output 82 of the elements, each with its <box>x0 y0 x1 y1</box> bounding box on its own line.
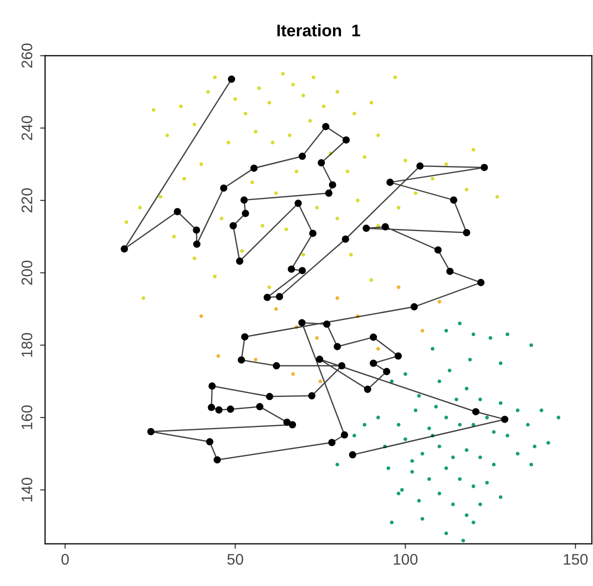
point <box>254 358 258 362</box>
point <box>393 76 397 80</box>
point <box>216 354 220 358</box>
point <box>349 252 353 257</box>
point <box>291 82 295 86</box>
point <box>335 216 340 220</box>
point <box>404 158 408 162</box>
point <box>291 372 295 376</box>
point <box>464 188 468 192</box>
point <box>420 328 424 333</box>
point <box>274 191 278 196</box>
y-tick-label: 200 <box>22 260 32 285</box>
point <box>260 224 264 228</box>
point <box>396 285 400 290</box>
point <box>312 76 316 80</box>
point <box>335 90 340 94</box>
point <box>213 76 217 80</box>
point <box>281 72 285 76</box>
point <box>444 162 448 166</box>
point <box>152 108 156 112</box>
point <box>301 94 306 98</box>
point <box>495 194 500 199</box>
point <box>396 206 400 210</box>
point <box>370 278 374 282</box>
point <box>250 180 254 184</box>
point <box>438 300 442 304</box>
point <box>346 170 350 174</box>
point <box>274 307 278 311</box>
point <box>308 118 312 123</box>
point <box>414 191 418 196</box>
point <box>172 234 176 238</box>
point <box>226 140 230 144</box>
point <box>472 148 476 152</box>
point <box>370 100 374 105</box>
y-tick-label: 220 <box>22 188 32 212</box>
point <box>315 206 319 210</box>
point <box>288 133 292 138</box>
point <box>267 100 272 105</box>
x-tick-label: 50 <box>227 554 244 565</box>
x-tick-label: 150 <box>564 554 588 565</box>
x-tick-label: 100 <box>394 554 418 565</box>
point <box>294 170 298 174</box>
point <box>356 198 360 202</box>
point <box>199 314 204 318</box>
chart-title: Iteration 1 <box>277 24 360 36</box>
point <box>158 194 162 199</box>
point <box>165 133 170 138</box>
point <box>335 296 340 300</box>
point <box>142 296 146 300</box>
point <box>213 274 217 278</box>
point <box>318 380 322 384</box>
point <box>233 97 238 101</box>
point <box>254 130 258 134</box>
y-tick-label: 140 <box>22 478 32 502</box>
point <box>124 220 128 224</box>
point <box>267 285 272 290</box>
point <box>220 216 224 220</box>
point <box>315 336 319 340</box>
point <box>206 90 210 94</box>
point <box>376 133 380 138</box>
point <box>192 122 196 126</box>
point <box>284 228 288 232</box>
point <box>192 256 196 260</box>
x-tick-label: 0 <box>61 554 69 565</box>
point <box>270 140 275 144</box>
y-tick-label: 180 <box>22 333 32 357</box>
point <box>138 206 142 210</box>
point <box>322 104 326 108</box>
y-tick-label: 260 <box>22 44 32 68</box>
point <box>178 104 183 108</box>
y-tick-label: 240 <box>22 116 32 140</box>
point <box>199 162 204 166</box>
point <box>244 112 248 116</box>
point <box>362 155 366 159</box>
y-tick-label: 160 <box>22 405 32 430</box>
point <box>376 346 380 351</box>
point <box>240 249 244 253</box>
point <box>257 86 261 90</box>
point <box>301 252 306 257</box>
point <box>352 112 356 116</box>
point <box>430 176 434 181</box>
point <box>182 176 186 181</box>
